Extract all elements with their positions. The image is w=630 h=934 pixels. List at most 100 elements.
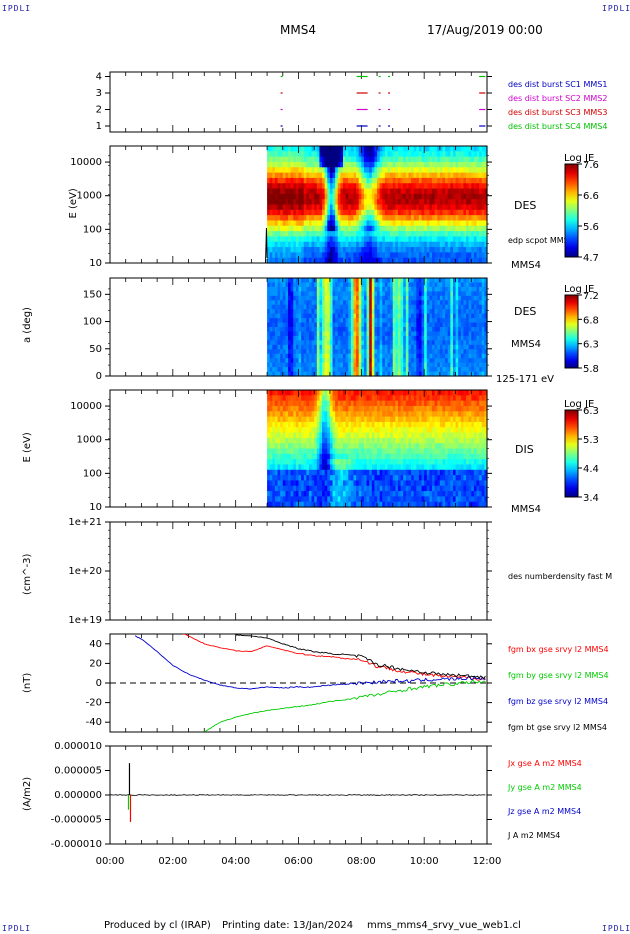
spectrogram-cell <box>324 231 328 238</box>
spectrogram-cell <box>369 215 373 222</box>
spectrogram-cell <box>366 443 370 450</box>
spectrogram-cell <box>306 362 310 368</box>
spectrogram-cell <box>460 300 465 306</box>
spectrogram-cell <box>437 236 441 243</box>
spectrogram-cell <box>466 231 470 238</box>
spectrogram-cell <box>301 432 305 439</box>
spectrogram-cell <box>384 400 389 407</box>
spectrogram-cell <box>324 215 328 222</box>
spectrogram-cell <box>337 400 341 407</box>
spectrogram-cell <box>350 300 355 306</box>
spectrogram-cell <box>322 295 326 301</box>
spectrogram-cell <box>353 241 357 248</box>
spectrogram-cell <box>439 278 444 284</box>
spectrogram-cell <box>314 156 318 163</box>
spectrogram-cell <box>379 188 383 195</box>
spectrogram-cell <box>481 349 485 355</box>
spectrogram-cell <box>481 304 485 310</box>
spectrogram-cell <box>272 367 276 373</box>
spectrogram-cell <box>350 443 355 450</box>
spectrogram-cell <box>293 432 297 439</box>
spectrogram-cell <box>395 193 399 200</box>
spectrogram-cell <box>335 231 339 238</box>
spectrogram-cell <box>269 146 273 152</box>
spectrogram-cell <box>332 151 336 158</box>
spectrogram-cell <box>350 241 355 248</box>
spectrogram-cell <box>374 172 378 179</box>
spectrogram-cell <box>348 241 352 248</box>
spectrogram-cell <box>301 475 305 482</box>
spectrogram-cell <box>345 161 349 168</box>
spectrogram-cell <box>369 411 373 418</box>
spectrogram-cell <box>377 416 381 423</box>
spectrogram-cell <box>298 491 302 497</box>
spectrogram-cell <box>403 349 407 355</box>
spectrogram-cell <box>366 427 370 434</box>
spectrogram-cell <box>405 252 410 259</box>
spectrogram-cell <box>303 291 307 297</box>
spectrogram-cell <box>481 335 485 341</box>
spectrogram-cell <box>405 327 410 333</box>
spectrogram-cell <box>272 469 276 476</box>
spectrogram-cell <box>329 172 334 179</box>
spectrogram-cell <box>369 241 373 248</box>
spectrogram-cell <box>421 340 425 346</box>
spectrogram-cell <box>327 322 331 328</box>
spectrogram-cell <box>324 421 328 428</box>
spectrogram-cell <box>337 156 341 163</box>
spectrogram-cell <box>439 188 444 195</box>
spectrogram-cell <box>379 480 383 487</box>
spectrogram-cell <box>481 318 485 324</box>
spectrogram-cell <box>445 177 449 184</box>
spectrogram-cell <box>348 209 352 216</box>
spectrogram-cell <box>314 349 318 355</box>
spectrogram-cell <box>288 335 292 341</box>
spectrogram-cell <box>358 322 362 328</box>
spectrogram-cell <box>285 390 289 396</box>
spectrogram-cell <box>361 252 365 259</box>
spectrogram-cell <box>269 443 273 450</box>
spectrogram-cell <box>379 286 383 292</box>
spectrogram-cell <box>363 362 368 368</box>
spectrogram-cell <box>413 286 417 292</box>
spectrogram-cell <box>437 358 441 364</box>
spectrogram-cell <box>445 215 449 222</box>
spectrogram-cell <box>405 349 410 355</box>
spectrogram-cell <box>473 177 478 184</box>
spectrogram-cell <box>282 485 287 492</box>
spectrogram-cell <box>282 286 287 292</box>
spectrogram-cell <box>319 358 323 364</box>
spectrogram-cell <box>303 309 307 315</box>
spectrogram-cell <box>335 362 339 368</box>
spectrogram-cell <box>384 231 389 238</box>
spectrogram-cell <box>350 220 355 227</box>
spectrogram-cell <box>311 199 315 206</box>
spectrogram-cell <box>363 327 368 333</box>
spectrogram-cell <box>418 282 423 288</box>
spectrogram-cell <box>267 247 271 253</box>
spectrogram-cell <box>479 371 483 377</box>
spectrogram-cell <box>382 432 386 439</box>
spectrogram-cell <box>337 448 341 455</box>
spectrogram-cell <box>311 295 315 301</box>
spectrogram-cell <box>335 257 339 264</box>
des-pitch-ylabel: a (deg) <box>22 307 33 343</box>
spectrogram-cell <box>445 335 449 341</box>
spectrogram-cell <box>272 204 276 211</box>
spectrogram-cell <box>377 247 381 253</box>
spectrogram-cell <box>382 286 386 292</box>
spectrogram-cell <box>293 395 297 402</box>
spectrogram-cell <box>329 400 334 407</box>
spectrogram-cell <box>418 215 423 222</box>
spectrogram-cell <box>468 177 472 184</box>
spectrogram-cell <box>337 453 341 460</box>
spectrogram-cell <box>356 327 360 333</box>
spectrogram-cell <box>395 291 399 297</box>
spectrogram-cell <box>442 156 446 163</box>
spectrogram-cell <box>366 453 370 460</box>
spectrogram-cell <box>282 209 287 216</box>
spectrogram-cell <box>429 161 433 168</box>
burst-legend-label: des dist burst SC1 MMS1 <box>508 80 607 89</box>
spectrogram-cell <box>421 309 425 315</box>
spectrogram-cell <box>324 496 328 503</box>
